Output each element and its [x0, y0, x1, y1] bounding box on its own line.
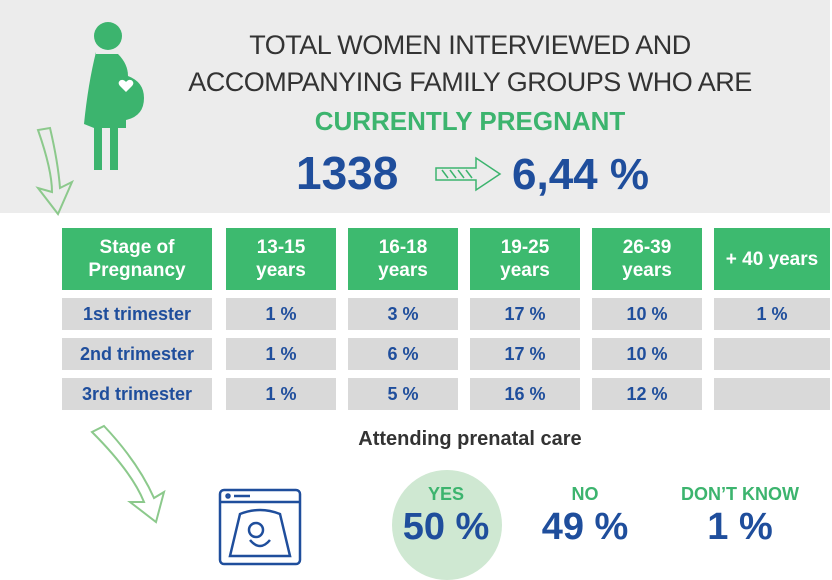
title-line: TOTAL WOMEN INTERVIEWED AND: [249, 30, 691, 60]
column-header: 16-18 years: [348, 228, 458, 290]
cell: 1 %: [226, 338, 336, 370]
highlight-circle: [392, 470, 502, 580]
arrow-down-1: [35, 126, 75, 216]
section-title: Attending prenatal care: [358, 428, 582, 450]
highlight: CURRENTLY PREGNANT: [314, 106, 626, 136]
cell: 1 %: [226, 378, 336, 410]
title-line: ACCOMPANYING FAMILY GROUPS WHO ARE: [188, 67, 752, 97]
row-label: 2nd trimester: [62, 338, 212, 370]
cell: [714, 338, 830, 370]
cell: 1 %: [714, 298, 830, 330]
column-header: 19-25 years: [470, 228, 580, 290]
total: 1338: [296, 147, 399, 199]
answer-label: DON’T KNOW: [681, 484, 799, 504]
cell: 17 %: [470, 338, 580, 370]
cell: 5 %: [348, 378, 458, 410]
ultrasound-icon: [218, 488, 302, 566]
answer-value: 1 %: [707, 506, 773, 548]
arrow-down-2: [90, 424, 166, 524]
cell: 16 %: [470, 378, 580, 410]
cell: 10 %: [592, 298, 702, 330]
row-label: 3rd trimester: [62, 378, 212, 410]
answer-label: YES: [427, 484, 465, 504]
cell: 10 %: [592, 338, 702, 370]
cell: 3 %: [348, 298, 458, 330]
arrow-right: [435, 156, 502, 192]
cell: 17 %: [470, 298, 580, 330]
column-header: 13-15 years: [226, 228, 336, 290]
answer-value: 50 %: [402, 506, 490, 548]
cell: 1 %: [226, 298, 336, 330]
column-header: + 40 years: [714, 228, 830, 290]
cell: [714, 378, 830, 410]
percent: 6,44 %: [512, 150, 649, 199]
row-label: 1st trimester: [62, 298, 212, 330]
answer-value: 49 %: [541, 506, 629, 548]
pregnant-icon: [84, 22, 144, 170]
column-header: Stage of Pregnancy: [62, 228, 212, 290]
answer-label: NO: [571, 484, 599, 504]
cell: 6 %: [348, 338, 458, 370]
heart: [118, 79, 134, 92]
column-header: 26-39 years: [592, 228, 702, 290]
cell: 12 %: [592, 378, 702, 410]
